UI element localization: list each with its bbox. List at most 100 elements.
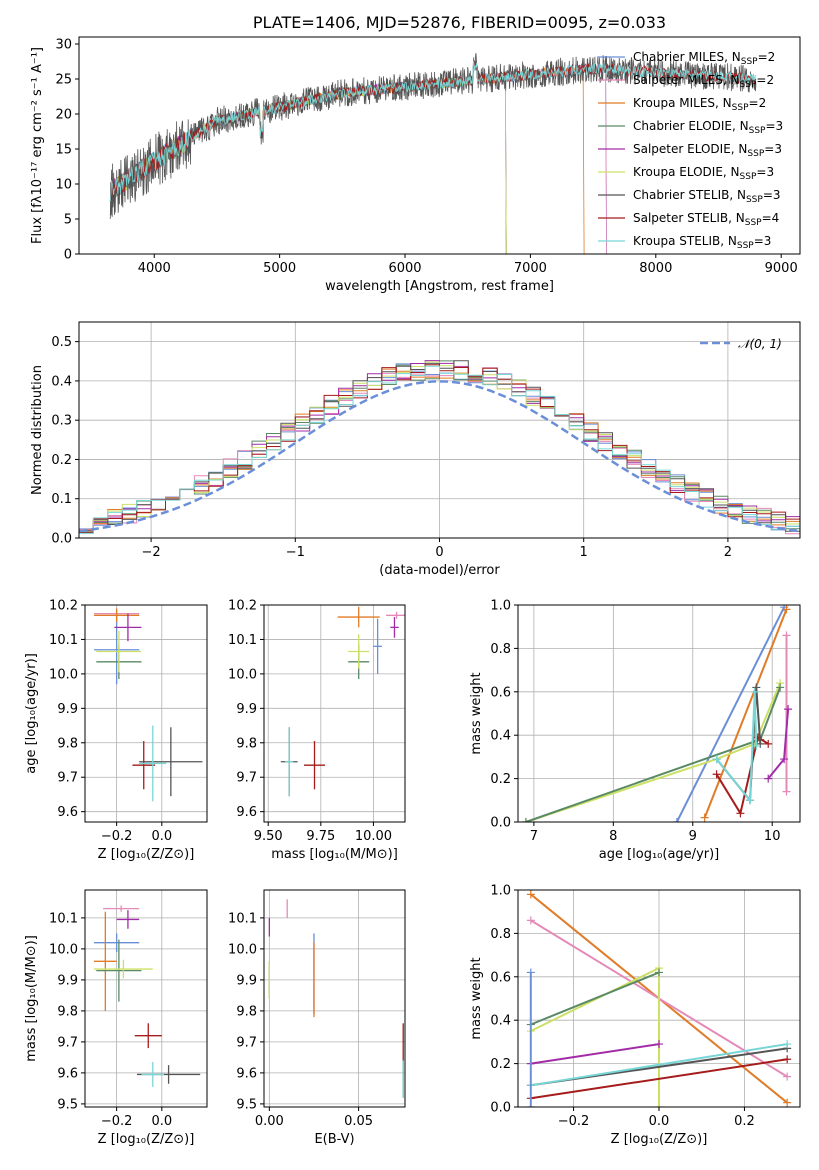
weight-marker (712, 755, 721, 764)
weight-marker (700, 813, 709, 822)
weight-marker (782, 631, 791, 640)
x-tick-label: −0.2 (101, 829, 133, 844)
y-tick-label: 9.9 (236, 973, 257, 988)
y-tick-label: 10.0 (49, 667, 78, 682)
x-tick-label: −2 (142, 545, 161, 560)
weight-marker (526, 916, 535, 925)
x-tick-label: 7 (530, 829, 538, 844)
y-tick-label: 0.6 (490, 685, 511, 700)
massweight-vs-age-plot-area (521, 605, 793, 822)
y-tick-label: 0.4 (51, 374, 72, 389)
y-tick-label: 10 (55, 178, 72, 193)
y-tick-label: 0.6 (490, 970, 511, 985)
y-tick-label: 20 (55, 108, 72, 123)
y-tick-label: 9.7 (57, 1035, 78, 1050)
legend-entry: Salpeter STELIB, NSSP=4 (633, 211, 779, 228)
y-tick-label: 9.7 (57, 771, 78, 786)
residuals-panel: −2 −1 0 1 2 0.0 0.1 0.2 0.3 0.4 0.5 (data-model)/er… (30, 321, 801, 578)
x-axis-label: mass [log₁₀(M/M⊙)] (271, 847, 398, 862)
y-tick-label: 9.6 (57, 1066, 78, 1081)
y-tick-label: 5 (64, 213, 72, 228)
weight-marker (655, 1040, 663, 1049)
x-tick-label: 6000 (388, 261, 421, 276)
age-vs-Z-plot-area (94, 608, 203, 802)
weight-marker (736, 809, 745, 818)
x-axis-label: E(B-V) (314, 1132, 354, 1147)
y-tick-label: 15 (55, 143, 72, 158)
weight-marker (655, 1103, 663, 1107)
weight-marker (752, 683, 761, 692)
weight-marker (745, 796, 754, 805)
weight-line (530, 1058, 788, 1100)
y-tick-label: 9.7 (236, 1035, 257, 1050)
y-tick-label: 10.1 (228, 633, 257, 648)
weight-marker (783, 1072, 792, 1081)
y-tick-label: 10.2 (228, 599, 257, 614)
y-tick-label: 0.0 (490, 816, 511, 831)
plot-frame (78, 36, 801, 255)
y-tick-label: 9.6 (236, 805, 257, 820)
y-tick-label: 10.0 (49, 942, 78, 957)
y-tick-label: 0.4 (490, 1014, 511, 1029)
y-tick-label: 9.6 (57, 805, 78, 820)
y-axis-label: Normed distribution (30, 365, 45, 495)
y-tick-label: 0.0 (490, 1101, 511, 1116)
y-tick-label: 0.1 (51, 492, 72, 507)
weight-marker (655, 968, 663, 977)
normal-curve (79, 380, 800, 533)
y-tick-label: 9.8 (57, 736, 78, 751)
weight-marker (782, 787, 791, 796)
weight-marker (526, 1103, 535, 1107)
weight-line (525, 682, 782, 822)
x-tick-label: 8 (609, 829, 617, 844)
x-axis-label: Z [log₁₀(Z/Z⊙)] (98, 1132, 195, 1147)
legend-entry: Chabrier STELIB, NSSP=3 (633, 188, 781, 205)
residuals-plot-area (79, 360, 800, 538)
x-tick-label: 10 (764, 829, 781, 844)
spectrum-panel: PLATE=1406, MJD=52876, FIBERID=0095, z=0… (30, 13, 801, 294)
x-tick-label: 0.2 (734, 1114, 755, 1129)
weight-line (703, 608, 788, 819)
legend-entry: Salpeter MILES, NSSP=2 (633, 73, 774, 90)
plot-frame (78, 321, 801, 539)
x-tick-label: 5000 (263, 261, 296, 276)
y-axis-label: mass weight (469, 957, 484, 1039)
legend-entry: 𝒩(0, 1) (738, 337, 782, 351)
x-tick-label: 2 (724, 545, 732, 560)
x-tick-label: 0.0 (649, 1114, 670, 1129)
y-tick-label: 0.3 (51, 414, 72, 429)
x-tick-label: 9.50 (254, 829, 283, 844)
y-tick-label: 30 (55, 38, 72, 53)
weight-marker (784, 705, 793, 714)
weight-marker (712, 770, 721, 779)
x-tick-label: 0.05 (344, 1114, 373, 1129)
weight-marker (776, 683, 785, 692)
x-tick-label: −1 (286, 545, 305, 560)
y-tick-label: 0.5 (51, 335, 72, 350)
y-tick-label: 9.6 (236, 1066, 257, 1081)
weight-marker (521, 818, 530, 822)
y-tick-label: 9.9 (236, 702, 257, 717)
age-vs-mass-plot-area (280, 606, 405, 797)
mass-vs-Z-plot-area (94, 905, 201, 1087)
weight-marker (780, 755, 789, 764)
weight-line (530, 966, 660, 1107)
x-tick-label: 0.00 (255, 1114, 284, 1129)
weight-marker (752, 742, 761, 751)
y-tick-label: 9.8 (236, 736, 257, 751)
weight-marker (750, 687, 759, 696)
y-tick-label: 0.2 (490, 1057, 511, 1072)
massweight-vs-Z-panel: −0.2 0.0 0.2 0.0 0.2 0.4 0.6 0.8 1.0 Z [log₁₀(Z/Z… (469, 884, 801, 1147)
weight-line (530, 1043, 660, 1065)
y-tick-label: 10.0 (228, 942, 257, 957)
spectrum-title: PLATE=1406, MJD=52876, FIBERID=0095, z=0… (253, 13, 666, 32)
x-tick-label: 9 (689, 829, 697, 844)
legend-entry: Kroupa MILES, NSSP=2 (633, 96, 766, 113)
y-tick-label: 9.9 (57, 702, 78, 717)
x-tick-label: 4000 (138, 261, 171, 276)
legend-entry: Salpeter ELODIE, NSSP=3 (633, 142, 782, 159)
x-axis-label: wavelength [Angstrom, rest frame] (325, 279, 554, 294)
y-axis-label: mass [log₁₀(M/M⊙)] (24, 935, 39, 1062)
y-tick-label: 0.0 (51, 532, 72, 547)
